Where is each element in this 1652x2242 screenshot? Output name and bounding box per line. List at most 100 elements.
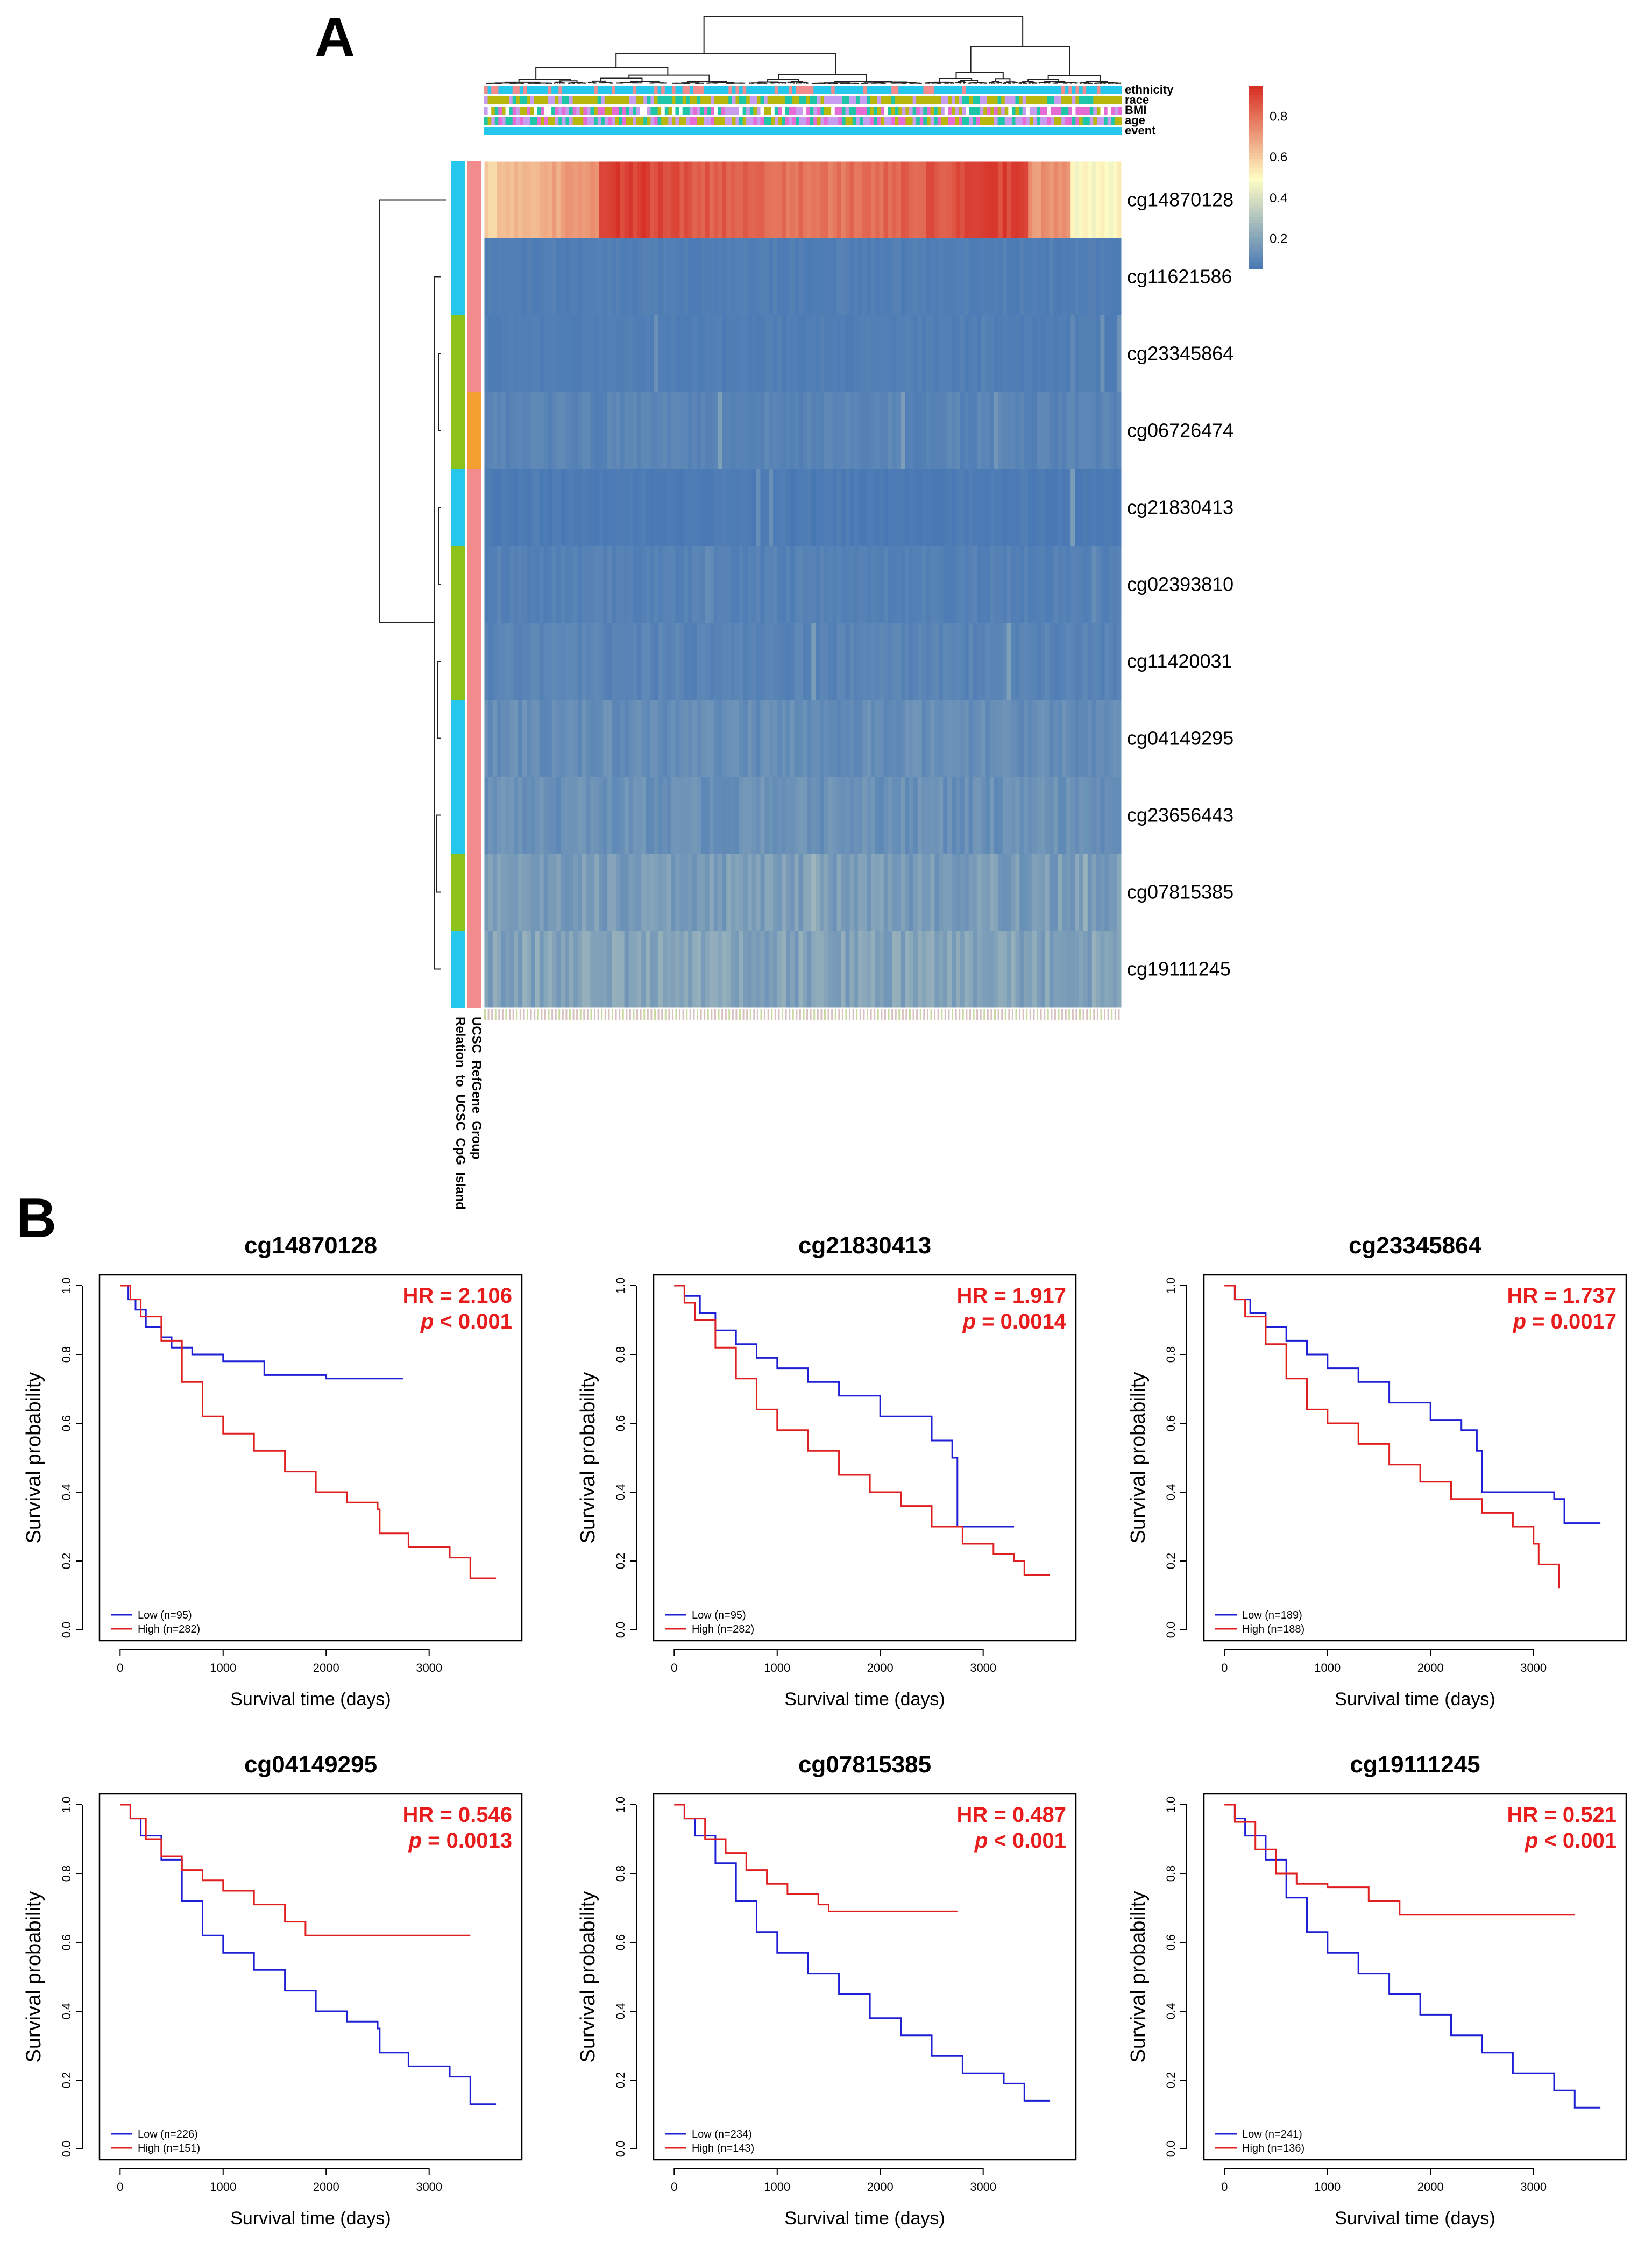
column-annotation-cell: [668, 117, 672, 125]
y-tick-label: 0.2: [60, 2072, 73, 2089]
heatmap-cell: [1083, 392, 1088, 469]
heatmap-cell: [1028, 546, 1033, 623]
column-label-tick: [679, 1009, 681, 1020]
column-label-tick: [1093, 1009, 1095, 1020]
heatmap-cell: [1070, 315, 1075, 392]
heatmap-cell: [505, 854, 510, 931]
column-annotation-cell: [891, 96, 896, 104]
colorbar-segment: [1249, 198, 1263, 202]
column-annotation-cell: [959, 86, 963, 94]
heatmap-cell: [488, 623, 493, 700]
column-annotation-cell: [874, 86, 878, 94]
heatmap-cell: [1104, 931, 1109, 1008]
x-tick-label: 0: [117, 1661, 123, 1675]
heatmap-cell: [662, 623, 668, 700]
hazard-ratio-label: HR = 0.521: [1507, 1803, 1616, 1827]
heatmap-cell: [1066, 392, 1071, 469]
heatmap-cell: [641, 623, 646, 700]
heatmap-cell: [751, 392, 757, 469]
heatmap-cell: [527, 623, 531, 700]
heatmap-cell: [1006, 931, 1012, 1008]
heatmap-cell: [960, 546, 965, 623]
column-annotation-cell: [990, 127, 995, 135]
column-annotation-cell: [1047, 86, 1051, 94]
heatmap-cell: [836, 700, 842, 777]
column-annotation-cell: [565, 127, 570, 135]
heatmap-cell: [684, 931, 689, 1008]
p-value-label: p = 0.0013: [408, 1829, 512, 1853]
x-tick-label: 0: [1221, 2180, 1228, 2194]
column-annotation-cell: [849, 86, 853, 94]
heatmap-cell: [586, 623, 591, 700]
column-annotation-cell: [725, 127, 729, 135]
column-annotation-cell: [792, 96, 796, 104]
column-annotation-cell: [1037, 127, 1041, 135]
heatmap-cell: [807, 700, 812, 777]
y-tick-label: 0.6: [614, 1934, 627, 1951]
column-annotation-label: age: [1125, 113, 1145, 127]
column-annotation-cell: [888, 107, 892, 115]
heatmap-cell: [1049, 392, 1054, 469]
column-label-tick: [597, 1009, 599, 1020]
heatmap-cell: [879, 777, 884, 854]
column-label-tick: [1033, 1009, 1035, 1020]
column-annotation-cell: [1111, 117, 1115, 125]
heatmap-cell: [921, 931, 927, 1008]
heatmap-cell: [1032, 623, 1037, 700]
heatmap-cell: [577, 315, 583, 392]
heatmap-cell: [785, 854, 791, 931]
column-annotation-cell: [859, 127, 863, 135]
heatmap-cell: [561, 546, 565, 623]
heatmap-cell: [939, 469, 944, 546]
heatmap-cell: [820, 546, 825, 623]
heatmap-cell: [518, 931, 523, 1008]
column-annotation-cell: [572, 107, 577, 115]
column-label-tick: [586, 1009, 589, 1020]
p-value-symbol: p: [1525, 1829, 1538, 1853]
heatmap-cell: [688, 469, 693, 546]
heatmap-cell: [870, 469, 876, 546]
heatmap-cell: [939, 546, 944, 623]
heatmap-row-label: cg11420031: [1127, 650, 1232, 672]
column-annotation-cell: [760, 86, 764, 94]
heatmap-cell: [769, 161, 774, 238]
heatmap-cell: [926, 392, 931, 469]
heatmap-cell: [867, 469, 871, 546]
heatmap-cell: [671, 931, 676, 1008]
column-annotation-cell: [831, 117, 835, 125]
heatmap-cell: [836, 777, 842, 854]
heatmap-cell: [518, 777, 523, 854]
heatmap-cell: [981, 315, 986, 392]
heatmap-cell: [820, 623, 825, 700]
heatmap-cell: [1100, 392, 1105, 469]
heatmap-cell: [1058, 392, 1062, 469]
column-annotation-cell: [594, 96, 598, 104]
heatmap-cell: [492, 854, 498, 931]
column-annotation-cell: [909, 96, 913, 104]
heatmap-cell: [921, 392, 927, 469]
column-annotation-cell: [725, 117, 729, 125]
column-annotation-cell: [976, 127, 981, 135]
column-annotation-cell: [771, 86, 775, 94]
column-label-tick: [792, 1009, 794, 1020]
heatmap-cell: [692, 161, 697, 238]
heatmap-cell: [832, 854, 838, 931]
x-tick-label: 3000: [1520, 1661, 1547, 1675]
heatmap-cell: [1113, 854, 1118, 931]
heatmap-cell: [1104, 546, 1109, 623]
column-annotation-cell: [1015, 117, 1019, 125]
heatmap-cell: [675, 546, 680, 623]
column-label-tick: [537, 1009, 539, 1020]
column-annotation-cell: [544, 117, 548, 125]
heatmap-cell: [561, 392, 565, 469]
heatmap-cell: [811, 392, 816, 469]
colorbar-segment: [1249, 89, 1263, 93]
heatmap-cell: [828, 854, 833, 931]
heatmap-cell: [603, 469, 608, 546]
heatmap-cell: [1028, 700, 1033, 777]
column-annotation-cell: [934, 107, 938, 115]
heatmap-cell: [484, 777, 489, 854]
column-annotation-cell: [647, 107, 651, 115]
column-annotation-cell: [1011, 107, 1016, 115]
heatmap-cell: [556, 315, 561, 392]
